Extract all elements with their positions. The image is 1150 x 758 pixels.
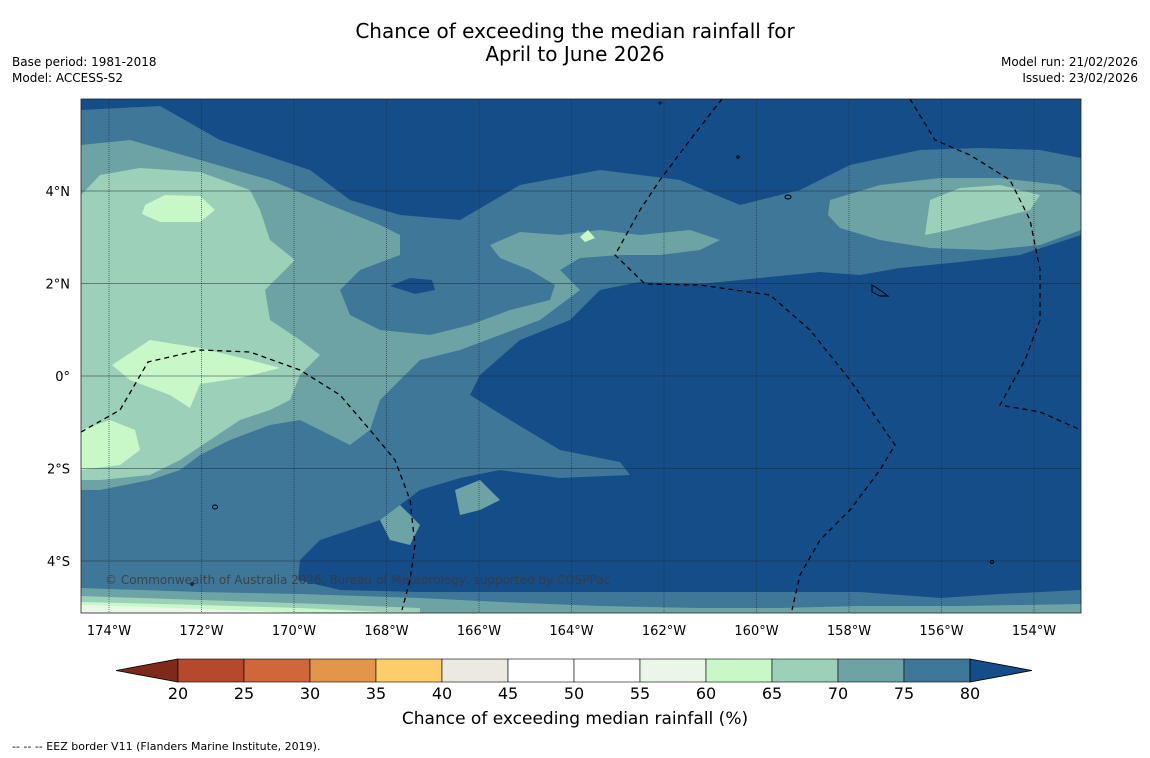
colorbar-tick-label: 40 <box>431 684 453 703</box>
copyright-notice: © Commonwealth of Australia 2026, Bureau… <box>105 573 610 587</box>
island-outline <box>212 504 218 510</box>
colorbar-segment <box>903 658 971 683</box>
colorbar-tick-label: 25 <box>233 684 255 703</box>
lat-label: 0° <box>55 370 70 385</box>
colorbar-extend-low <box>115 658 179 683</box>
eez-borders <box>81 99 1081 611</box>
colorbar-extend-high <box>969 658 1033 683</box>
contour-70 <box>81 140 1081 613</box>
latitude-labels: 4°N 2°N 0° 2°S 4°S <box>46 185 71 570</box>
lon-label: 166°W <box>457 624 501 639</box>
lat-label: 4°N <box>46 185 71 200</box>
contour-55 <box>81 605 300 613</box>
eez-footnote: -- -- -- EEZ border V11 (Flanders Marine… <box>12 740 321 753</box>
island-outline <box>784 194 792 200</box>
longitude-labels: 174°W 172°W 170°W 168°W 166°W 164°W 162°W 160°W… <box>87 624 1056 639</box>
colorbar-segment <box>705 658 773 683</box>
title-line-1: Chance of exceeding the median rainfall … <box>355 19 795 43</box>
colorbar <box>115 658 1033 683</box>
graticule <box>81 99 1081 613</box>
colorbar-segment <box>639 658 707 683</box>
lon-label: 164°W <box>549 624 593 639</box>
rainfall-contours <box>81 99 1081 613</box>
lat-label: 2°S <box>47 463 70 478</box>
island-outline <box>990 560 994 564</box>
island-outlines <box>190 101 994 586</box>
colorbar-tick-label: 30 <box>299 684 321 703</box>
island-outline <box>736 155 740 159</box>
colorbar-segment <box>177 658 245 683</box>
colorbar-segment <box>507 658 575 683</box>
colorbar-segment <box>441 658 509 683</box>
colorbar-tick-label: 70 <box>827 684 849 703</box>
eez-border-east <box>909 99 1081 431</box>
colorbar-tick-label: 60 <box>695 684 717 703</box>
lon-label: 174°W <box>87 624 131 639</box>
colorbar-tick-label: 80 <box>959 684 981 703</box>
title-line-2: April to June 2026 <box>485 42 665 66</box>
lon-label: 156°W <box>919 624 963 639</box>
colorbar-title: Chance of exceeding median rainfall (%) <box>401 709 749 729</box>
lon-label: 160°W <box>734 624 778 639</box>
meta-right: Model run: 21/02/2026 Issued: 23/02/2026 <box>1001 54 1138 86</box>
colorbar-tick-label: 65 <box>761 684 783 703</box>
colorbar-tick-label: 75 <box>893 684 915 703</box>
model-name: Model: ACCESS-S2 <box>12 71 124 85</box>
colorbar-tick-label: 20 <box>167 684 189 703</box>
colorbar-tick-label: 55 <box>629 684 651 703</box>
eez-border-west <box>81 349 416 611</box>
colorbar-tick-label: 35 <box>365 684 387 703</box>
map-frame <box>80 98 1082 614</box>
lon-label: 170°W <box>272 624 316 639</box>
lon-label: 158°W <box>827 624 871 639</box>
lat-label: 4°S <box>47 555 70 570</box>
map-title: Chance of exceeding the median rainfall … <box>0 20 1150 66</box>
base-period: Base period: 1981-2018 <box>12 55 157 69</box>
contour-80-island <box>390 278 435 294</box>
eez-border-central <box>614 99 896 611</box>
lat-label: 2°N <box>46 278 71 293</box>
lon-label: 162°W <box>642 624 686 639</box>
colorbar-segment <box>375 658 443 683</box>
colorbar-segment <box>243 658 311 683</box>
colorbar-tick-label: 45 <box>497 684 519 703</box>
island-outline <box>190 582 194 586</box>
island-outline <box>871 284 890 297</box>
colorbar-segment <box>573 658 641 683</box>
island-outline <box>658 101 662 105</box>
colorbar-segment <box>771 658 839 683</box>
meta-left: Base period: 1981-2018 Model: ACCESS-S2 <box>12 54 157 86</box>
lon-label: 172°W <box>179 624 223 639</box>
colorbar-tick-label: 50 <box>563 684 585 703</box>
lon-label: 154°W <box>1012 624 1056 639</box>
colorbar-segment <box>837 658 905 683</box>
lon-label: 168°W <box>364 624 408 639</box>
issued-date: Issued: 23/02/2026 <box>1022 71 1138 85</box>
model-run: Model run: 21/02/2026 <box>1000 55 1138 69</box>
colorbar-segment <box>309 658 377 683</box>
